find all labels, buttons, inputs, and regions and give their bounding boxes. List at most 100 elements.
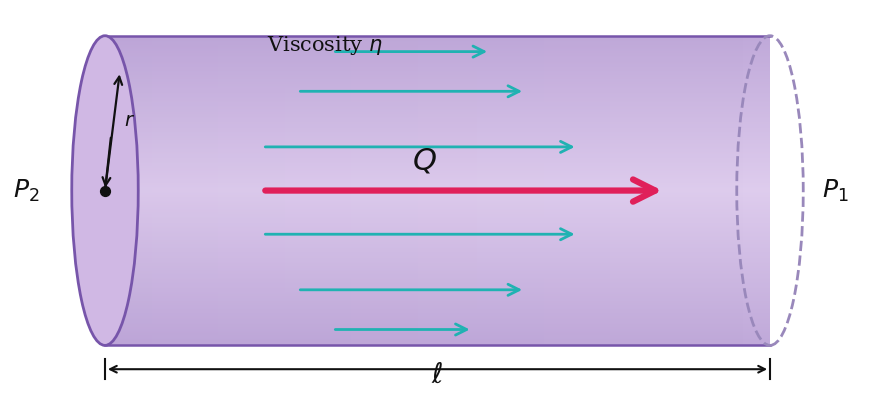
Polygon shape xyxy=(105,83,770,84)
Polygon shape xyxy=(105,297,770,298)
Polygon shape xyxy=(105,263,770,264)
Polygon shape xyxy=(105,233,770,234)
Polygon shape xyxy=(105,342,770,343)
Polygon shape xyxy=(105,306,770,307)
Polygon shape xyxy=(105,310,770,311)
Polygon shape xyxy=(105,318,770,320)
Polygon shape xyxy=(105,237,770,238)
Polygon shape xyxy=(105,239,770,240)
Polygon shape xyxy=(105,101,770,102)
Polygon shape xyxy=(105,225,770,227)
Polygon shape xyxy=(105,246,770,247)
Polygon shape xyxy=(105,312,770,313)
Polygon shape xyxy=(105,200,770,201)
Polygon shape xyxy=(105,94,770,96)
Polygon shape xyxy=(105,37,770,38)
Polygon shape xyxy=(105,322,770,323)
Polygon shape xyxy=(105,129,770,130)
Polygon shape xyxy=(105,207,770,208)
Polygon shape xyxy=(105,249,770,251)
Polygon shape xyxy=(105,38,770,39)
Polygon shape xyxy=(105,275,770,276)
Polygon shape xyxy=(105,194,770,195)
Polygon shape xyxy=(105,154,770,156)
Polygon shape xyxy=(105,256,770,258)
Text: $\ell$: $\ell$ xyxy=(431,362,444,389)
Polygon shape xyxy=(105,80,770,81)
Polygon shape xyxy=(105,109,770,110)
Polygon shape xyxy=(105,103,770,104)
Polygon shape xyxy=(105,229,770,230)
Polygon shape xyxy=(105,323,770,324)
Polygon shape xyxy=(105,213,770,214)
Polygon shape xyxy=(105,63,770,64)
Polygon shape xyxy=(105,172,770,173)
Polygon shape xyxy=(105,89,770,91)
Polygon shape xyxy=(105,39,770,40)
Polygon shape xyxy=(105,203,770,204)
Polygon shape xyxy=(105,73,770,74)
Polygon shape xyxy=(105,303,770,304)
Polygon shape xyxy=(105,268,770,269)
Polygon shape xyxy=(105,271,770,272)
Polygon shape xyxy=(105,65,770,66)
Polygon shape xyxy=(105,254,770,256)
Polygon shape xyxy=(105,201,770,202)
Polygon shape xyxy=(105,144,770,145)
Polygon shape xyxy=(105,149,770,150)
Polygon shape xyxy=(105,166,770,167)
Polygon shape xyxy=(105,141,770,142)
Polygon shape xyxy=(105,160,770,161)
Polygon shape xyxy=(105,105,770,106)
Polygon shape xyxy=(105,316,770,318)
Polygon shape xyxy=(105,143,770,144)
Polygon shape xyxy=(105,167,770,168)
Polygon shape xyxy=(105,283,770,285)
Polygon shape xyxy=(105,265,770,266)
Polygon shape xyxy=(105,169,770,170)
Polygon shape xyxy=(105,70,770,71)
Polygon shape xyxy=(105,119,770,120)
Polygon shape xyxy=(105,264,770,265)
Polygon shape xyxy=(105,311,770,312)
Polygon shape xyxy=(105,136,770,137)
Polygon shape xyxy=(105,299,770,300)
Polygon shape xyxy=(105,313,770,314)
Polygon shape xyxy=(105,328,770,329)
Polygon shape xyxy=(105,123,770,125)
Polygon shape xyxy=(105,208,770,209)
Polygon shape xyxy=(105,138,770,139)
Polygon shape xyxy=(105,100,770,101)
Polygon shape xyxy=(105,176,770,177)
Polygon shape xyxy=(105,118,770,119)
Polygon shape xyxy=(105,325,770,326)
Polygon shape xyxy=(105,335,770,336)
Polygon shape xyxy=(105,168,770,169)
Polygon shape xyxy=(105,282,770,283)
Text: $P_2$: $P_2$ xyxy=(13,177,39,204)
Polygon shape xyxy=(105,230,770,231)
Polygon shape xyxy=(105,296,770,297)
Polygon shape xyxy=(105,77,770,78)
Polygon shape xyxy=(105,338,770,339)
Polygon shape xyxy=(105,170,770,171)
Polygon shape xyxy=(105,183,770,184)
Polygon shape xyxy=(105,117,770,118)
Polygon shape xyxy=(105,210,770,211)
Polygon shape xyxy=(105,340,770,341)
Polygon shape xyxy=(105,40,770,41)
Polygon shape xyxy=(105,232,770,233)
Polygon shape xyxy=(105,181,770,182)
Polygon shape xyxy=(105,66,770,67)
Polygon shape xyxy=(105,245,770,246)
Polygon shape xyxy=(105,110,770,111)
Polygon shape xyxy=(105,74,770,75)
Polygon shape xyxy=(105,258,770,259)
Polygon shape xyxy=(105,330,770,331)
Polygon shape xyxy=(105,58,770,60)
Polygon shape xyxy=(105,223,770,224)
Polygon shape xyxy=(105,106,770,107)
Polygon shape xyxy=(105,139,770,140)
Polygon shape xyxy=(105,99,770,100)
Polygon shape xyxy=(105,115,770,116)
